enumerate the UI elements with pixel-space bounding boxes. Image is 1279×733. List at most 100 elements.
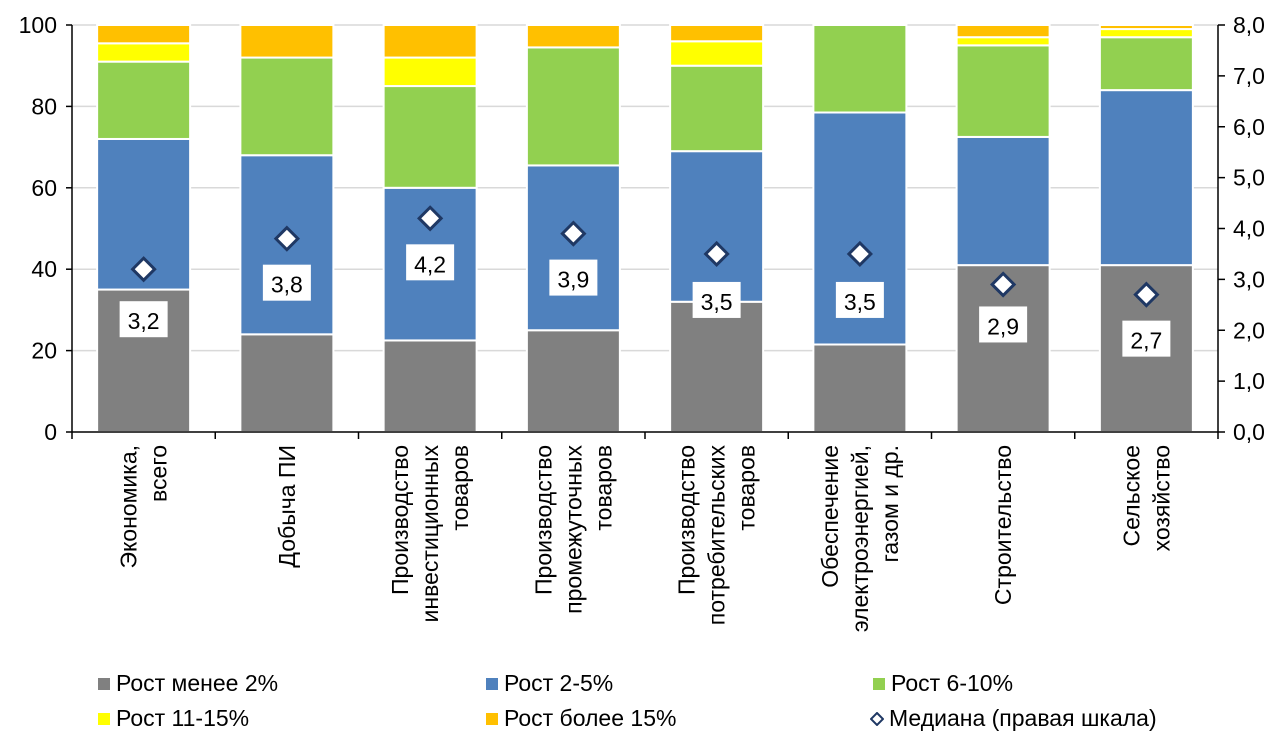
category-label-line: товаров — [447, 445, 473, 531]
bar-segment-0 — [812, 343, 908, 433]
category-label-line: Обеспечение — [817, 445, 843, 588]
category-label-line: товаров — [590, 445, 616, 531]
bar-segment-2 — [382, 85, 478, 189]
median-label: 3,5 — [701, 289, 733, 315]
category-label-line: электроэнергией, — [847, 445, 873, 632]
median-label-box — [262, 264, 311, 301]
bar-segment-3 — [1098, 28, 1194, 39]
right-tick-label: 0,0 — [1233, 419, 1265, 445]
median-label-box — [119, 301, 168, 338]
bar-segment-1 — [1098, 89, 1194, 267]
bar-segment-0 — [239, 333, 335, 434]
category-label-line: хозяйство — [1148, 445, 1174, 551]
category-label: Экономика, всего — [116, 445, 172, 569]
bar-segment-1 — [955, 135, 1051, 267]
bar-segment-4 — [955, 24, 1051, 39]
category-label: Производство промежуточных товаров — [530, 445, 616, 614]
category-label-line: Сельское — [1118, 445, 1144, 546]
category-labels: Экономика, всего Добыча ПИ Производство инве… — [116, 445, 1175, 633]
right-tick-label: 6,0 — [1233, 114, 1265, 140]
median-marker — [130, 256, 157, 283]
median-label: 3,9 — [557, 267, 589, 293]
category-label-line: всего — [146, 445, 172, 502]
bar-segment-2 — [239, 56, 335, 157]
median-label-box — [406, 244, 455, 281]
median-marker — [1133, 281, 1160, 308]
median-label: 4,2 — [414, 251, 446, 277]
category-label-line: инвестиционных — [417, 445, 443, 623]
right-axis-ticks: 0,0 1,0 2,0 3,0 4,0 5,0 6,0 7,0 8,0 — [1218, 12, 1265, 445]
bar-segment-2 — [955, 44, 1051, 138]
median-label: 3,8 — [271, 272, 303, 298]
bar-segment-1 — [669, 150, 765, 303]
bar-segment-3 — [955, 36, 1051, 47]
median-label: 2,7 — [1130, 328, 1162, 354]
category-label-line: Добыча ПИ — [274, 445, 300, 568]
median-label-box — [692, 281, 741, 318]
category-label-line: промежуточных — [560, 445, 586, 614]
median-marker — [846, 240, 873, 268]
right-tick-label: 3,0 — [1233, 266, 1265, 292]
category-label-line: Производство — [387, 445, 413, 595]
median-label: 2,9 — [987, 313, 1019, 339]
right-tick-label: 7,0 — [1233, 63, 1265, 89]
right-tick-label: 8,0 — [1233, 12, 1265, 38]
right-tick-label: 2,0 — [1233, 317, 1265, 343]
median-label: 3,5 — [844, 289, 876, 315]
bar-segment-4 — [96, 24, 192, 45]
bar-segment-3 — [669, 40, 765, 67]
left-tick-label: 20 — [31, 338, 57, 364]
median-label-box — [979, 306, 1028, 343]
median-marker — [273, 225, 300, 252]
bar-segment-2 — [812, 24, 908, 114]
median-label-box — [1122, 320, 1171, 357]
category-label-line: газом и др. — [877, 445, 903, 563]
category-label: Обеспечение электроэнергией, газом и др. — [817, 445, 903, 632]
left-tick-label: 40 — [31, 256, 57, 282]
bar-segment-2 — [96, 60, 192, 140]
median-label-box — [835, 281, 884, 318]
bar-segment-0 — [525, 329, 621, 433]
category-label: Строительство — [990, 445, 1016, 605]
bar-segment-4 — [525, 24, 621, 49]
category-label-line: Экономика, — [116, 445, 142, 569]
bar-segment-4 — [669, 24, 765, 43]
category-label: Производство инвестиционных товаров — [387, 445, 473, 623]
median-marker — [990, 271, 1017, 298]
category-label-line: Строительство — [990, 445, 1016, 605]
bar-segment-1 — [525, 164, 621, 332]
left-tick-label: 0 — [44, 419, 57, 445]
bar-segment-3 — [382, 56, 478, 88]
bar-segment-2 — [669, 64, 765, 153]
category-label-line: потребительских — [704, 445, 730, 626]
right-tick-label: 5,0 — [1233, 165, 1265, 191]
bar-segment-2 — [525, 46, 621, 167]
left-axis-ticks: 0 20 40 60 80 100 — [19, 12, 72, 445]
median-marker — [703, 240, 730, 268]
category-label: Добыча ПИ — [274, 445, 300, 568]
bar-segment-2 — [1098, 36, 1194, 92]
median-marker — [560, 220, 587, 247]
left-tick-label: 100 — [19, 12, 57, 38]
bars — [96, 24, 1194, 434]
left-tick-label: 80 — [31, 93, 57, 119]
category-label-line: Производство — [530, 445, 556, 595]
median-label: 3,2 — [128, 308, 160, 334]
category-label-line: товаров — [734, 445, 760, 531]
bar-segment-3 — [96, 42, 192, 63]
median-series: 3,2 3,8 4,2 3,9 3,5 3,5 2,9 2,7 — [119, 205, 1171, 357]
median-label-box — [549, 259, 598, 296]
category-label: Производство потребительских товаров — [674, 445, 760, 626]
bar-segment-0 — [382, 339, 478, 433]
category-label-line: Производство — [674, 445, 700, 595]
median-marker — [417, 205, 444, 232]
bar-segment-4 — [382, 24, 478, 59]
right-tick-label: 4,0 — [1233, 216, 1265, 242]
bar-segment-0 — [669, 300, 765, 434]
category-label: Сельское хозяйство — [1118, 445, 1174, 551]
bar-segment-4 — [239, 24, 335, 59]
bar-segment-4 — [1098, 24, 1194, 31]
left-tick-label: 60 — [31, 175, 57, 201]
right-tick-label: 1,0 — [1233, 368, 1265, 394]
